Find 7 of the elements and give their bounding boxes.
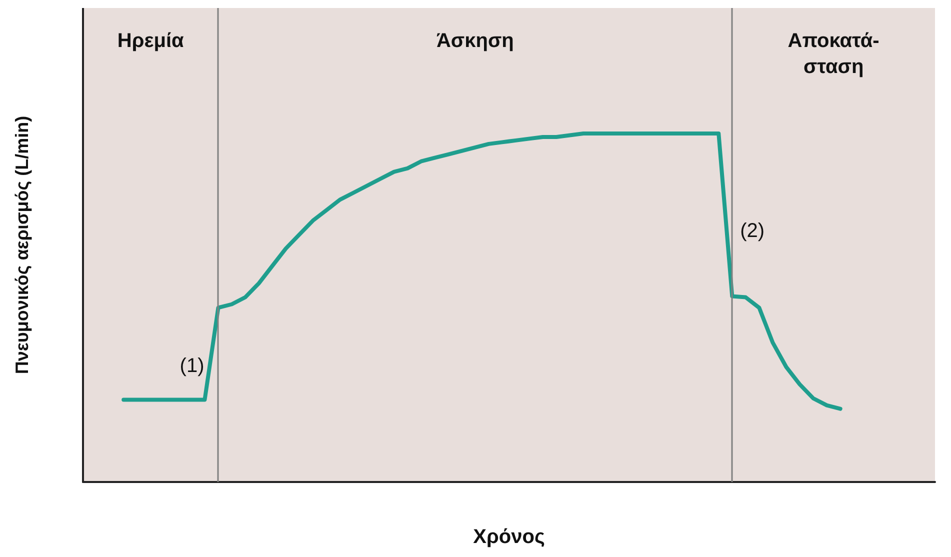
x-axis-title: Χρόνος — [473, 526, 545, 548]
annotation: (1) — [180, 355, 204, 377]
text: Αποκατά- σταση — [788, 30, 880, 78]
annotation: (2) — [740, 220, 765, 242]
text: Άσκηση — [436, 30, 514, 52]
y-axis-title: Πνευμονικός αερισμός (L/min) — [12, 116, 32, 374]
text: Ηρεμία — [117, 30, 185, 52]
